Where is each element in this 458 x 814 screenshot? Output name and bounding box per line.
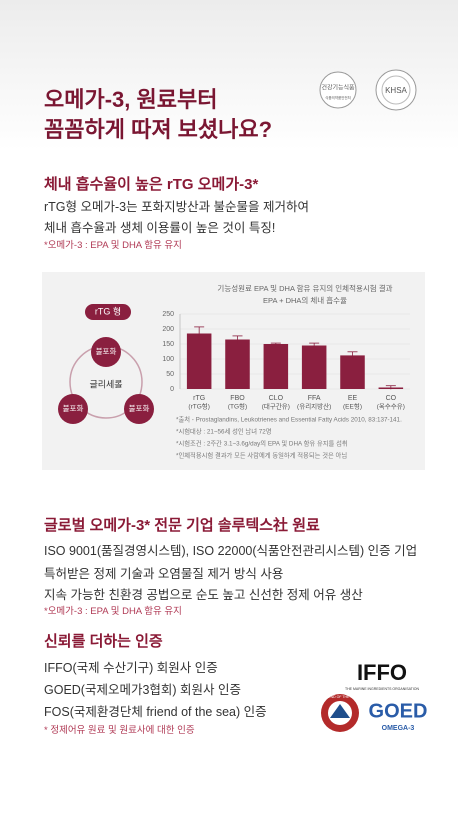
pill xyxy=(85,304,131,320)
note: *오메가-3 : EPA 및 DHA 함유 유지 xyxy=(44,606,182,617)
logo-iffo-sub: THE MARINE INGREDIENTS ORGANISATION xyxy=(345,687,419,691)
node xyxy=(124,394,154,424)
x-tick-label: CO xyxy=(386,395,397,402)
heading: 신뢰를 더하는 인증 xyxy=(44,633,163,650)
logo-goed-sub: OMEGA-3 xyxy=(382,725,415,732)
x-tick-label: FFA xyxy=(308,395,321,402)
badges: 건강기능식품 식품의약품안전처 KHSA xyxy=(319,69,417,111)
logo-fos-sail xyxy=(330,704,350,718)
chart-title: 기능성원료 EPA 및 DHA 함유 유지의 인체적용시험 결과 xyxy=(217,283,392,293)
logo-fos-label: FRIEND OF THE SEA xyxy=(323,695,358,699)
footnote: *출처 - Prostaglandins, Leukotrienes and E… xyxy=(176,415,402,424)
node xyxy=(91,337,121,367)
badge-label: KHSA xyxy=(385,86,407,95)
body-text: GOED(국제오메가3협회) 회원사 인증 xyxy=(44,683,242,697)
badge-label: 건강기능식품 xyxy=(321,84,355,92)
y-tick-label: 0 xyxy=(170,386,174,393)
body-text: 특허받은 정제 기술과 오염물질 제거 방식 사용 xyxy=(44,567,284,581)
x-tick-sublabel: (옥수수유) xyxy=(377,403,405,411)
note: * 정제어유 원료 및 원료사에 대한 인증 xyxy=(44,725,195,736)
title: 꼼꼼하게 따져 보셨나요? xyxy=(44,117,273,142)
bar xyxy=(340,355,365,389)
bar xyxy=(186,333,212,389)
y-tick-label: 100 xyxy=(162,356,174,363)
bar xyxy=(301,345,327,389)
x-tick-label: rTG xyxy=(193,395,205,402)
badge-ring xyxy=(381,75,411,105)
bar xyxy=(263,344,289,389)
body-text: 체내 흡수율과 생체 이용률이 높은 것이 특징! xyxy=(44,221,276,235)
logos: IFFO THE MARINE INGREDIENTS ORGANISATION… xyxy=(321,660,428,732)
node-label: 불포화 xyxy=(63,404,84,413)
body-text: IFFO(국제 수산기구) 회원사 인증 xyxy=(44,661,218,675)
y-tick-label: 150 xyxy=(162,341,174,348)
chart-box: rTG 형 글리세롤 불포화 불포화 불포화 기능성원료 EPA 및 DHA 함… xyxy=(42,272,425,470)
heading: 체내 흡수율이 높은 rTG 오메가-3* xyxy=(44,176,259,193)
node-label: 불포화 xyxy=(129,404,150,413)
body-text: 지속 가능한 친환경 공법으로 순도 높고 신선한 정제 어유 생산 xyxy=(44,588,363,602)
x-tick-sublabel: (TG형) xyxy=(228,403,247,411)
body-text: FOS(국제환경단체 friend of the sea) 인증 xyxy=(44,705,267,719)
center-label: 글리세롤 xyxy=(89,379,122,389)
x-tick-sublabel: (대구간유) xyxy=(262,402,290,411)
y-tick-label: 250 xyxy=(162,311,174,318)
x-tick-label: CLO xyxy=(269,395,284,402)
footnote: *인체적용시험 결과가 모든 사람에게 동일하게 적용되는 것은 아님 xyxy=(176,451,347,460)
heading: 글로벌 오메가-3* 전문 기업 솔루텍스社 원료 xyxy=(44,517,320,534)
logo-iffo: IFFO xyxy=(357,660,407,685)
chart-subtitle: EPA + DHA의 체내 흡수율 xyxy=(263,295,347,305)
note: *오메가-3 : EPA 및 DHA 함유 유지 xyxy=(44,240,182,251)
node xyxy=(58,394,88,424)
pill-label: rTG 형 xyxy=(95,306,121,316)
x-tick-sublabel: (EE형) xyxy=(343,403,362,411)
logo-goed: GOED xyxy=(369,700,428,722)
x-tick-label: FBO xyxy=(230,395,245,402)
footnote: *시험조건 : 2주간 3.1~3.6g/day의 EPA 및 DHA 함유 유… xyxy=(176,439,348,448)
badge-sub: 식품의약품안전처 xyxy=(325,95,351,100)
badge xyxy=(319,71,357,109)
x-tick-label: EE xyxy=(348,395,358,402)
bar xyxy=(225,339,250,389)
body-text: rTG형 오메가-3는 포화지방산과 불순물을 제거하여 xyxy=(44,200,310,214)
y-tick-label: 50 xyxy=(166,371,174,378)
node-label: 불포화 xyxy=(96,347,117,356)
footnote: *시험대상 : 21~56세 성인 남녀 72명 xyxy=(176,427,272,436)
y-tick-label: 200 xyxy=(162,326,174,333)
x-tick-sublabel: (유리지방산) xyxy=(297,402,331,411)
body-text: ISO 9001(품질경영시스템), ISO 22000(식품안전관리시스템) … xyxy=(44,544,418,558)
title: 오메가-3, 원료부터 xyxy=(44,87,218,112)
x-tick-sublabel: (rTG형) xyxy=(188,403,210,411)
